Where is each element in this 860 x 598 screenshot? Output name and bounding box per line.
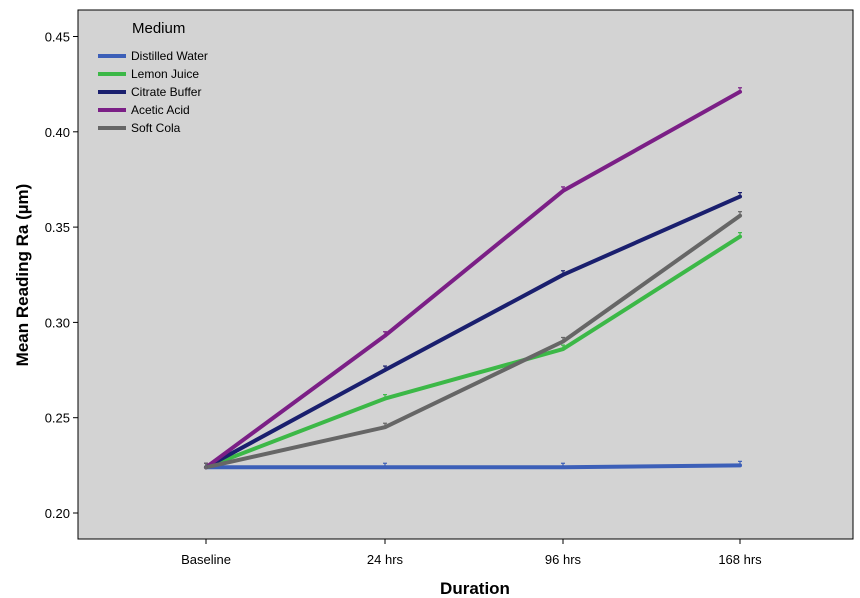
y-tick-label: 0.45 [45,30,70,45]
series-line-soft-cola [204,213,742,470]
legend-item-lemon-juice: Lemon Juice [98,67,199,81]
series-line-acetic-acid [204,89,742,470]
data-point-distilled-water [383,465,387,470]
data-point-soft-cola [204,465,208,470]
data-point-soft-cola [561,339,565,344]
data-point-acetic-acid [383,333,387,338]
x-tick-label: Baseline [181,552,231,567]
data-point-acetic-acid [561,189,565,193]
error-bars [204,87,742,470]
legend-item-citrate-buffer: Citrate Buffer [98,85,201,99]
legend-title: Medium [132,20,185,37]
x-axis-title: Duration [440,579,510,598]
data-point-lemon-juice [561,347,565,351]
series-line-lemon-juice [204,234,742,470]
series-line-distilled-water [204,463,742,470]
x-axis: Baseline 24 hrs 96 hrs 168 hrs [181,539,762,567]
legend-label: Lemon Juice [131,67,199,81]
y-tick-label: 0.30 [45,315,70,330]
x-tick-label: 96 hrs [545,552,582,567]
legend-label: Distilled Water [131,49,208,63]
data-point-lemon-juice [738,234,742,239]
y-tick-label: 0.40 [45,125,70,140]
legend-label: Citrate Buffer [131,85,201,99]
legend: Medium Distilled Water Lemon Juice Citrate… [98,20,208,135]
data-point-acetic-acid [738,89,742,94]
data-point-lemon-juice [383,396,387,401]
data-point-distilled-water [561,465,565,470]
y-tick-label: 0.20 [45,506,70,521]
legend-label: Soft Cola [131,121,181,135]
legend-label: Acetic Acid [131,103,190,117]
x-tick-label: 24 hrs [367,552,404,567]
series-line-citrate-buffer [204,194,742,470]
data-point-soft-cola [383,425,387,430]
y-tick-label: 0.25 [45,411,70,426]
data-point-citrate-buffer [383,368,387,372]
legend-item-acetic-acid: Acetic Acid [98,103,190,117]
legend-item-soft-cola: Soft Cola [98,121,181,135]
y-tick-label: 0.35 [45,220,70,235]
y-axis: 0.20 0.25 0.30 0.35 0.40 0.45 [45,30,78,521]
y-axis-title: Mean Reading Ra (µm) [13,184,32,367]
series-lines [204,89,742,470]
data-point-soft-cola [738,213,742,218]
data-point-citrate-buffer [738,194,742,199]
legend-item-distilled-water: Distilled Water [98,49,208,63]
plot-area [77,9,854,540]
x-tick-label: 168 hrs [718,552,762,567]
data-point-distilled-water [738,463,742,468]
data-point-citrate-buffer [561,272,565,277]
